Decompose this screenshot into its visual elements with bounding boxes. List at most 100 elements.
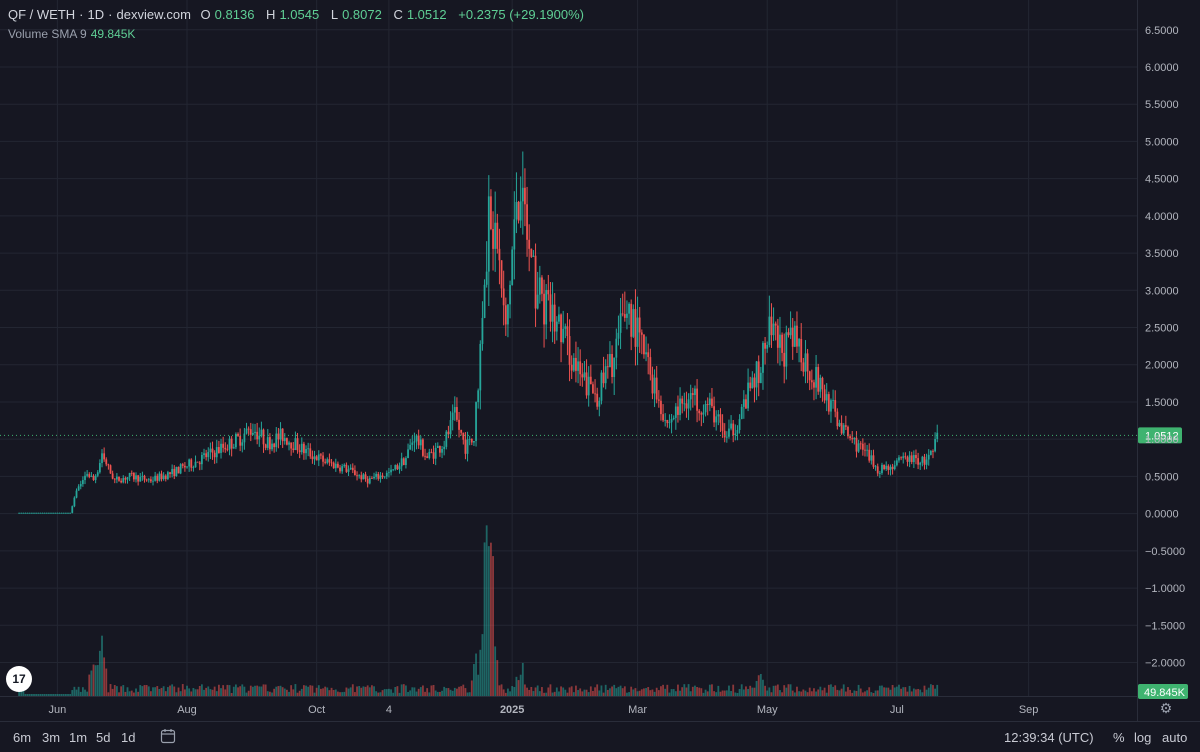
candle-body: [381, 475, 384, 478]
volume-bar: [645, 688, 647, 696]
gear-icon[interactable]: ⚙: [1159, 700, 1173, 716]
volume-bar: [638, 690, 641, 696]
volume-bar: [589, 686, 592, 696]
candle-body: [313, 456, 316, 460]
candle-body: [220, 443, 222, 453]
volume-bar: [713, 691, 715, 696]
volume-bar: [434, 690, 437, 696]
candle-body: [203, 453, 205, 455]
volume-bar: [900, 688, 902, 696]
candle-body: [921, 456, 924, 463]
volume-bar: [456, 688, 458, 696]
candle-body: [407, 449, 409, 459]
candle-body: [322, 455, 324, 462]
candle-body: [664, 419, 667, 421]
volume-bar: [617, 686, 620, 696]
candle-body: [694, 388, 696, 396]
volume-bar: [776, 684, 779, 696]
candle-body: [164, 475, 167, 479]
range-1m-button[interactable]: 1m: [69, 730, 88, 745]
candle-body: [394, 465, 397, 470]
volume-bar: [43, 694, 46, 696]
clock-time[interactable]: 12:39:34 (UTC): [1004, 730, 1094, 745]
calendar-range-icon[interactable]: [160, 728, 176, 747]
candle-body: [451, 412, 454, 421]
candle-body: [713, 406, 715, 423]
candle-body: [881, 464, 883, 474]
range-1d-button[interactable]: 1d: [121, 730, 136, 745]
candle-body: [538, 277, 541, 295]
price-axis[interactable]: 6.5000 6.0000 5.5000 5.0000 4.5000 4.0000 3.50…: [1145, 25, 1185, 670]
volume-bar: [507, 688, 509, 696]
volume-bar: [511, 686, 514, 696]
candle-body: [235, 433, 237, 448]
volume-bar: [351, 684, 354, 696]
candle-body: [717, 414, 720, 417]
volume-bar: [126, 687, 129, 696]
range-3m-button[interactable]: 3m: [42, 730, 61, 745]
volume-bar: [468, 692, 471, 696]
volume-bar: [481, 634, 484, 696]
candle-body: [311, 456, 314, 460]
candle-body: [732, 423, 735, 436]
candle-body: [821, 377, 824, 390]
volume-bar: [247, 690, 250, 696]
volume-bar: [192, 687, 195, 696]
candle-body: [606, 366, 609, 368]
candle-body: [330, 462, 333, 464]
candle-body: [645, 352, 647, 355]
volume-bar: [725, 690, 728, 696]
percent-toggle[interactable]: %: [1113, 730, 1125, 745]
candlestick-chart[interactable]: 1.0512 49.845K 6.5000 6.0000 5.5000 5.0000 4.…: [0, 0, 1200, 721]
candle-body: [481, 317, 484, 344]
candle-body: [92, 475, 95, 481]
volume-bar: [719, 691, 722, 696]
candle-body: [409, 444, 412, 450]
price-tag-label: 1.0512: [1145, 430, 1179, 442]
volume-bar: [175, 692, 178, 696]
volume-bar: [422, 685, 424, 696]
tradingview-logo-icon[interactable]: 17: [6, 666, 32, 692]
volume-bar: [458, 686, 460, 696]
volume-bar: [366, 685, 369, 696]
time-axis[interactable]: Jun Aug Oct 4 2025 Mar May Jul Sep: [49, 704, 1039, 716]
volume-bar: [840, 688, 843, 696]
candle-body: [485, 271, 488, 285]
candle-body: [823, 389, 826, 401]
volume-legend[interactable]: Volume SMA 9 49.845K: [8, 27, 135, 41]
volume-bar: [164, 691, 167, 696]
auto-toggle[interactable]: auto: [1162, 730, 1188, 745]
candle-body: [838, 422, 841, 427]
candle-body: [840, 422, 843, 434]
log-toggle[interactable]: log: [1134, 730, 1152, 745]
volume-bar: [22, 688, 25, 696]
candle-body: [679, 398, 681, 415]
candle-body: [171, 468, 174, 475]
volume-bar: [84, 689, 86, 696]
candle-body: [653, 377, 656, 394]
volume-bar: [677, 684, 679, 696]
candle-body: [477, 390, 480, 403]
range-5d-button[interactable]: 5d: [96, 730, 111, 745]
symbol-label[interactable]: QF / WETH: [8, 7, 76, 22]
volume-bar: [252, 686, 254, 696]
candle-body: [572, 357, 575, 371]
volume-bar: [383, 689, 386, 696]
volume-bar: [307, 686, 310, 696]
candle-body: [660, 400, 662, 415]
close-value: 1.0512: [406, 7, 447, 22]
open-value: 0.8136: [214, 7, 255, 22]
volume-bar: [572, 692, 575, 696]
volume-bar: [186, 685, 188, 696]
candle-body: [273, 443, 276, 448]
volume-bar: [303, 685, 305, 696]
volume-bar: [851, 692, 854, 696]
high-label: H: [266, 7, 276, 22]
volume-bar: [143, 685, 146, 696]
volume-bar: [428, 692, 431, 696]
candle-body: [341, 466, 344, 472]
volume-bar: [534, 687, 537, 696]
interval-label[interactable]: 1D: [87, 7, 105, 22]
candle-body: [179, 464, 182, 474]
range-6m-button[interactable]: 6m: [13, 730, 32, 745]
